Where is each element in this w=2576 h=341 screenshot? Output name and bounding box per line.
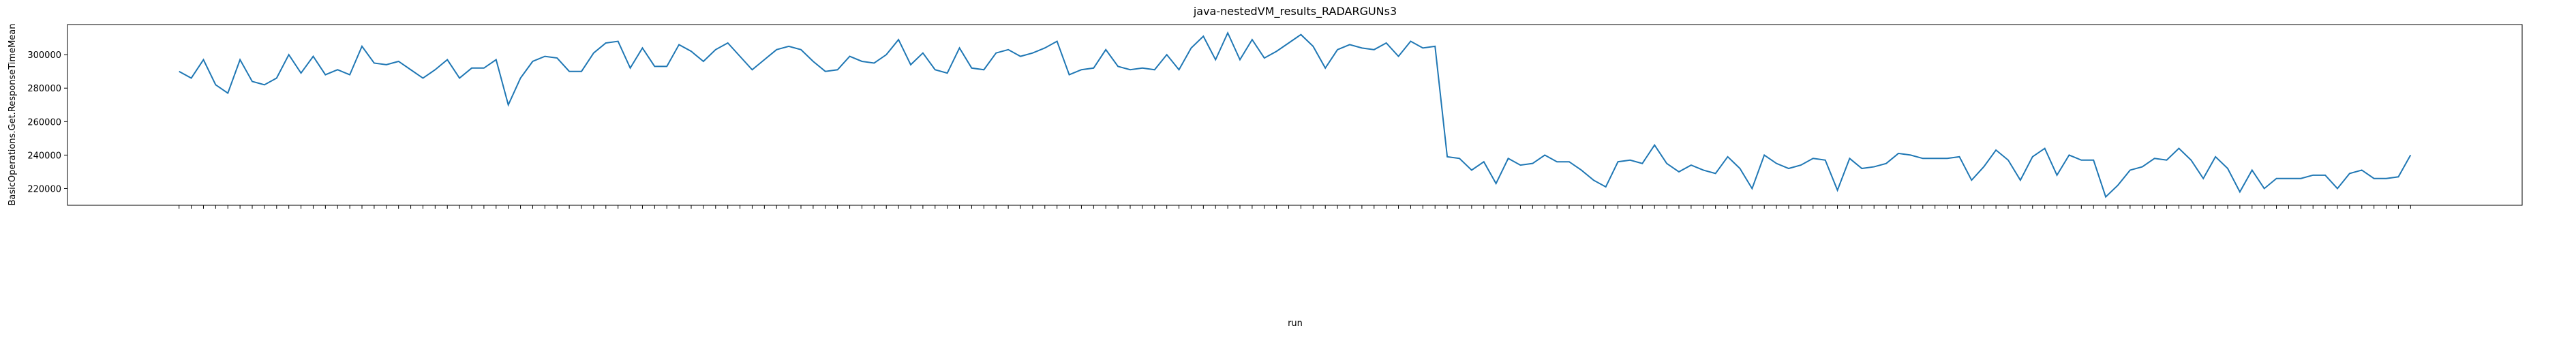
y-tick-label: 260000 — [27, 117, 61, 128]
plot-frame — [67, 24, 2523, 206]
y-tick-label: 280000 — [27, 84, 61, 94]
chart-title: java-nestedVM_results_RADARGUNs3 — [1193, 5, 1397, 18]
y-tick-label: 240000 — [27, 151, 61, 161]
y-tick-label: 300000 — [27, 50, 61, 61]
line-series — [179, 31, 2412, 198]
x-axis-label: run — [1288, 318, 1303, 329]
y-tick-label: 220000 — [27, 184, 61, 194]
y-axis-label: BasicOperations.Get.ResponseTimeMean — [7, 24, 18, 206]
